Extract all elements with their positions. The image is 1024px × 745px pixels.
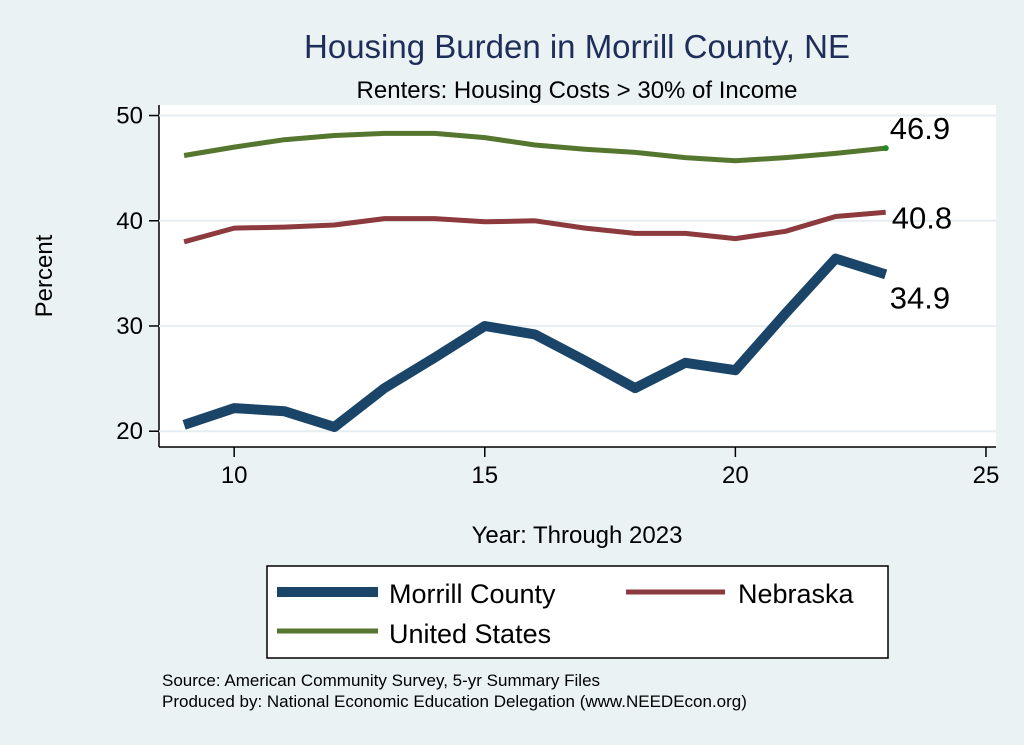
y-tick-label-40: 40 xyxy=(116,208,143,235)
x-tick-label-20: 20 xyxy=(722,462,749,489)
x-axis-label: Year: Through 2023 xyxy=(472,522,683,549)
tick-layer: 20 30 40 50 10 15 20 25 xyxy=(116,103,999,489)
plot-area xyxy=(159,105,996,447)
series-endpoint-united-states xyxy=(882,145,889,152)
end-label-nebraska: 40.8 xyxy=(892,200,952,235)
source-line-2: Produced by: National Economic Education… xyxy=(162,692,747,711)
y-tick-label-50: 50 xyxy=(116,103,143,130)
chart-subtitle: Renters: Housing Costs > 30% of Income xyxy=(357,77,798,104)
grid-layer xyxy=(159,114,996,433)
series-line-morrill-county xyxy=(182,253,888,432)
y-tick-label-20: 20 xyxy=(116,418,143,445)
x-tick-label-25: 25 xyxy=(973,462,1000,489)
x-tick-label-10: 10 xyxy=(221,462,248,489)
chart-title: Housing Burden in Morrill County, NE xyxy=(304,28,850,65)
end-label-united-states: 46.9 xyxy=(890,111,950,146)
y-tick-label-30: 30 xyxy=(116,313,143,340)
series-line-nebraska xyxy=(183,209,886,245)
legend-label-united-states: United States xyxy=(389,619,551,649)
x-tick-label-15: 15 xyxy=(471,462,498,489)
end-label-layer: 34.9 40.8 46.9 xyxy=(890,111,952,315)
source-line-1: Source: American Community Survey, 5-yr … xyxy=(162,671,600,690)
legend-box xyxy=(266,565,889,659)
series-line-united-states xyxy=(183,130,886,164)
legend-label-nebraska: Nebraska xyxy=(738,579,855,609)
y-axis-label: Percent xyxy=(31,234,58,317)
end-label-morrill-county: 34.9 xyxy=(890,280,950,315)
series-layer xyxy=(182,130,889,432)
legend-label-morrill-county: Morrill County xyxy=(389,579,556,609)
